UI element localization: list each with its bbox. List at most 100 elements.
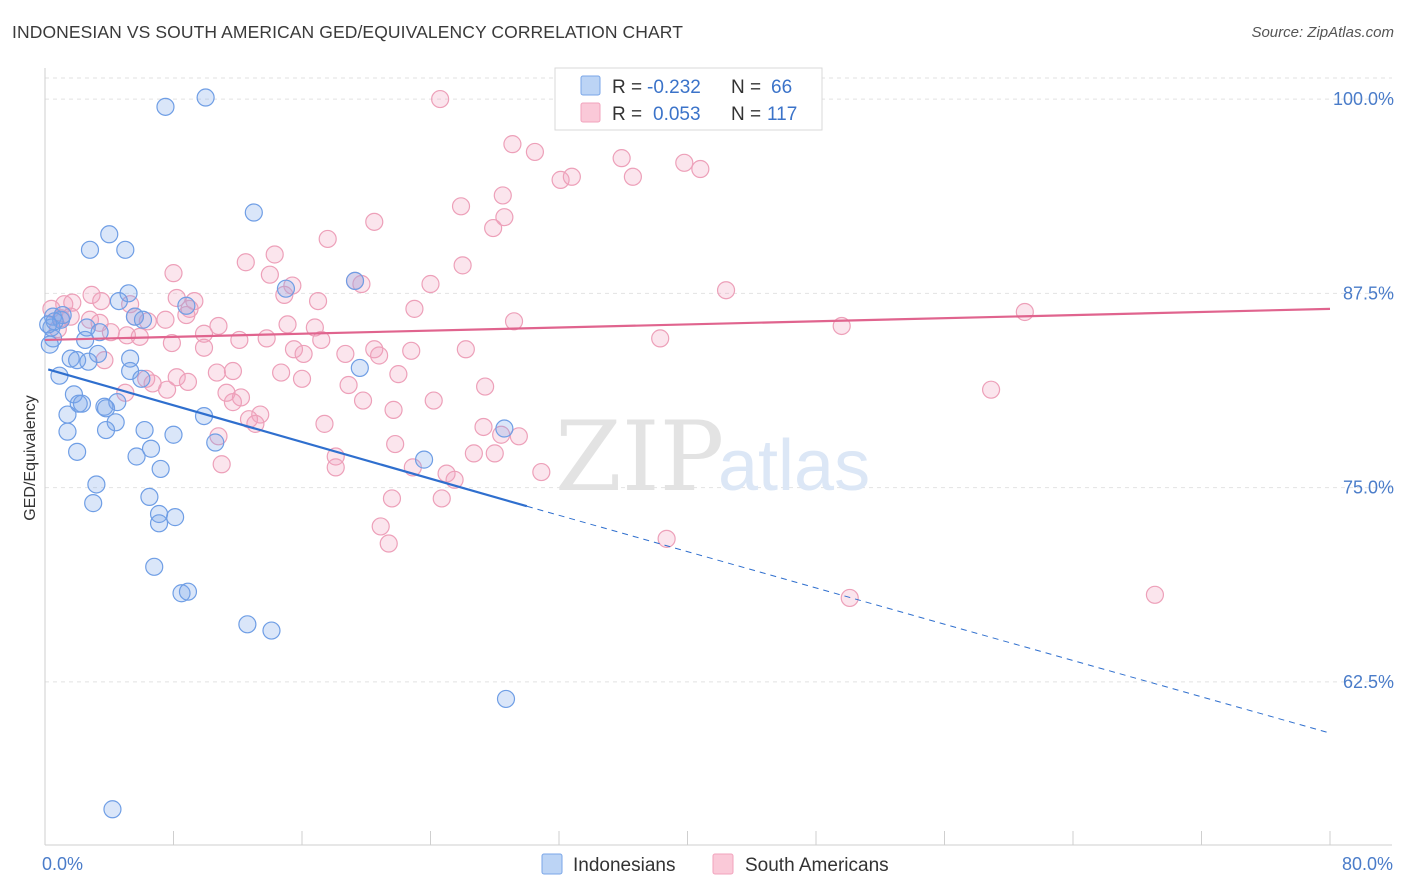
- trend-lines: [44, 307, 1331, 734]
- south-americans-point-14: [365, 212, 384, 231]
- south-americans-point-6: [675, 153, 694, 172]
- south-americans-point-59: [162, 333, 181, 353]
- watermark-atlas: atlas: [718, 426, 870, 506]
- south-americans-point-9: [562, 167, 581, 186]
- legend-n-label-1: N =: [731, 77, 761, 98]
- south-americans-point-56: [257, 329, 276, 348]
- indonesians-point-53: [166, 508, 185, 527]
- indonesians-point-48: [414, 450, 434, 469]
- south-americans-point-48: [504, 312, 524, 331]
- indonesians-point-39: [96, 420, 116, 440]
- legend-n-value-2: 117: [767, 104, 797, 125]
- south-americans-point-76: [178, 372, 198, 392]
- south-americans-point-31: [308, 292, 328, 311]
- indonesians-point-27: [50, 366, 69, 385]
- south-americans-point-63: [336, 344, 355, 364]
- south-americans-point-26: [716, 281, 736, 300]
- south-americans-point-92: [474, 417, 493, 437]
- indonesians-point-58: [238, 615, 257, 634]
- south-americans-points: [42, 89, 1165, 608]
- south-americans-point-24: [421, 274, 440, 294]
- indonesians-point-57: [178, 582, 198, 601]
- south-americans-point-100: [212, 455, 231, 474]
- legend-n-label-2: N =: [731, 104, 761, 125]
- indonesians-point-32: [72, 394, 92, 413]
- south-americans-point-87: [384, 400, 403, 419]
- bottom-legend-south-americans: South Americans: [745, 855, 889, 876]
- legend-r-value-2: 0.053: [653, 104, 701, 125]
- south-americans-point-0: [431, 89, 450, 109]
- south-americans-point-11: [493, 186, 512, 205]
- indonesians-point-65: [39, 315, 58, 334]
- south-americans-point-80: [981, 380, 1001, 399]
- indonesians-point-7: [276, 279, 296, 298]
- legend-swatch-south-americans: [580, 102, 601, 123]
- indonesians-point-1: [196, 88, 215, 107]
- south-americans-point-12: [451, 197, 471, 216]
- south-americans-point-66: [456, 340, 475, 359]
- indonesians-point-24: [121, 349, 140, 368]
- south-americans-point-33: [63, 293, 82, 312]
- indonesians-point-2: [244, 203, 263, 222]
- south-americans-point-27: [82, 285, 101, 304]
- y-tick-labels: 62.5% 75.0% 87.5% 100.0%: [1333, 89, 1394, 692]
- south-americans-point-69: [207, 363, 226, 382]
- indonesians-point-40: [135, 420, 154, 440]
- indonesians-point-3: [100, 225, 119, 244]
- south-americans-point-72: [389, 365, 408, 384]
- indonesians-point-41: [164, 425, 183, 444]
- south-americans-point-21: [164, 264, 183, 283]
- indonesians-point-28: [132, 369, 151, 388]
- indonesians-point-50: [140, 487, 159, 507]
- indonesians-point-46: [127, 447, 146, 466]
- south-americans-point-15: [484, 218, 503, 238]
- indonesians-point-44: [141, 439, 161, 458]
- legend: R = -0.232 N = 66 R = 0.053 N = 117: [554, 67, 823, 131]
- indonesians-point-9: [109, 292, 128, 311]
- gridlines: [45, 77, 1392, 683]
- indonesians-point-0: [156, 97, 175, 116]
- south-americans-point-110: [379, 534, 398, 553]
- south-americans-point-65: [402, 341, 421, 360]
- y-tick-label-1: 75.0%: [1343, 478, 1394, 498]
- indonesians-point-45: [68, 442, 87, 461]
- south-americans-point-3: [503, 135, 522, 154]
- y-tick-label-3: 100.0%: [1333, 89, 1394, 109]
- south-americans-point-57: [312, 330, 331, 350]
- indonesians-point-23: [79, 352, 98, 371]
- south-americans-point-85: [353, 391, 373, 410]
- legend-n-value-1: 66: [771, 77, 792, 98]
- indonesians-point-54: [149, 514, 169, 533]
- south-americans-point-99: [464, 444, 483, 463]
- watermark-zip: ZIP: [555, 401, 724, 513]
- indonesians-point-38: [58, 422, 77, 441]
- indonesians-trend-line: [47, 368, 528, 508]
- south-americans-point-46: [278, 315, 297, 334]
- south-americans-point-5: [612, 149, 631, 168]
- legend-r-value-1: -0.232: [647, 77, 701, 98]
- south-americans-point-81: [157, 380, 177, 399]
- indonesians-point-34: [96, 399, 116, 418]
- y-axis-label: GED/Equivalency: [22, 395, 39, 520]
- indonesians-point-6: [345, 271, 365, 290]
- south-americans-point-17: [265, 245, 284, 264]
- x-tick-label-0: 0.0%: [42, 854, 83, 874]
- south-americans-point-79: [476, 377, 495, 396]
- indonesians-point-47: [151, 459, 170, 479]
- south-americans-point-96: [386, 434, 405, 454]
- south-americans-point-20: [260, 265, 279, 284]
- bottom-legend: Indonesians South Americans: [541, 853, 889, 876]
- south-americans-point-75: [292, 369, 312, 388]
- south-americans-point-54: [209, 316, 228, 336]
- south-americans-point-109: [657, 529, 676, 548]
- x-tick-label-1: 80.0%: [1342, 854, 1393, 874]
- chart-title: INDONESIAN VS SOUTH AMERICAN GED/EQUIVAL…: [12, 22, 683, 42]
- south-americans-point-91: [315, 414, 334, 433]
- indonesians-point-37: [106, 413, 125, 432]
- south-americans-trend-line: [44, 307, 1331, 342]
- south-americans-point-98: [485, 444, 504, 463]
- south-americans-point-106: [382, 489, 402, 508]
- south-americans-point-55: [230, 330, 249, 350]
- south-americans-point-61: [284, 340, 304, 359]
